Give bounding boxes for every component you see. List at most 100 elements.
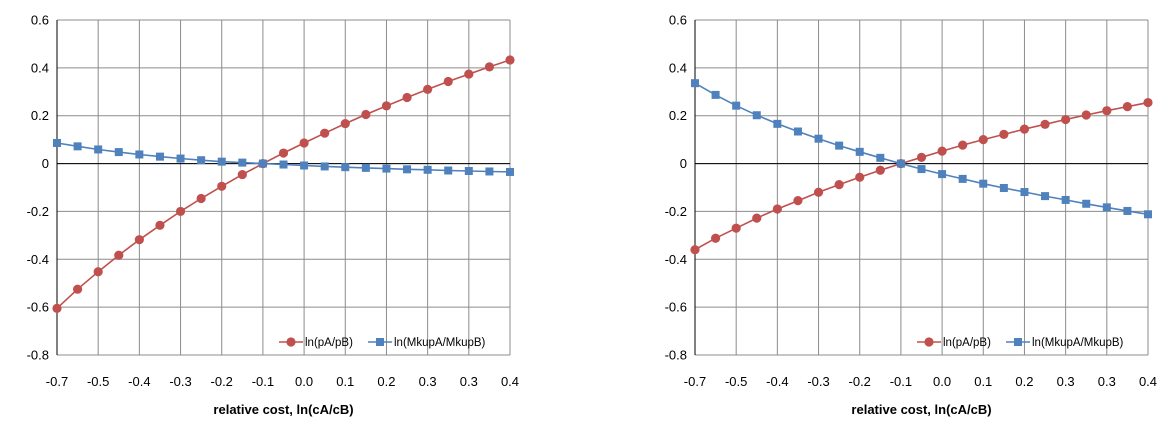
data-point-square bbox=[732, 101, 741, 110]
data-point-circle bbox=[217, 181, 227, 191]
data-point-circle bbox=[855, 172, 865, 182]
data-point-circle bbox=[340, 119, 350, 129]
data-point-square bbox=[773, 119, 782, 128]
data-point-square bbox=[320, 162, 329, 171]
data-point-circle bbox=[999, 129, 1009, 139]
data-point-square bbox=[814, 134, 823, 143]
data-point-square bbox=[876, 153, 885, 162]
y-tick-label: 0.6 bbox=[669, 13, 687, 28]
data-point-square bbox=[73, 142, 82, 151]
y-tick-label: 0.6 bbox=[31, 13, 49, 28]
x-tick-label: 0.0 bbox=[295, 374, 313, 389]
data-point-circle bbox=[52, 303, 62, 313]
data-point-circle bbox=[978, 135, 988, 145]
data-point-circle bbox=[155, 220, 165, 230]
data-point-circle bbox=[1061, 114, 1071, 125]
data-point-circle bbox=[1019, 124, 1030, 134]
data-point-circle bbox=[1122, 102, 1133, 112]
x-tick-label: 0.2 bbox=[377, 374, 395, 389]
data-point-circle bbox=[402, 92, 412, 103]
data-point-circle bbox=[1040, 119, 1050, 129]
y-tick-label: -0.6 bbox=[27, 300, 49, 315]
data-point-circle bbox=[423, 84, 433, 94]
data-point-circle bbox=[114, 250, 124, 260]
data-point-square bbox=[1061, 195, 1070, 204]
x-tick-label: -0.4 bbox=[128, 374, 150, 389]
data-point-square bbox=[279, 160, 288, 169]
data-point-square bbox=[506, 167, 514, 176]
data-point-circle bbox=[484, 62, 495, 72]
data-point-circle bbox=[752, 213, 762, 223]
data-point-circle bbox=[381, 101, 392, 111]
x-tick-label: 0.4 bbox=[501, 374, 519, 389]
y-tick-label: -0.4 bbox=[665, 252, 687, 267]
x-axis-title: relative cost, ln(cA/cB) bbox=[851, 402, 991, 417]
data-point-circle bbox=[278, 148, 289, 158]
data-point-square bbox=[135, 150, 144, 159]
legend-label: ln(MkupA/MkupB) bbox=[394, 337, 486, 349]
y-tick-label: 0.2 bbox=[31, 108, 49, 123]
data-point-circle bbox=[875, 165, 885, 175]
data-point-square bbox=[197, 156, 206, 165]
data-point-square bbox=[1020, 188, 1029, 197]
data-point-square bbox=[979, 179, 988, 188]
y-tick-label: -0.2 bbox=[665, 204, 687, 219]
chart-panel-1: 0.6 0.4 0.2 0 -0.2 -0.4 -0.6 -0.8 -0.7 -0.5 -0.4 -0… bbox=[27, 13, 519, 418]
data-point-square bbox=[711, 90, 720, 99]
y-tick-label: 0.2 bbox=[669, 108, 687, 123]
x-tick-label: -0.2 bbox=[849, 374, 871, 389]
x-tick-label: 0.1 bbox=[974, 374, 992, 389]
data-point-square bbox=[238, 158, 247, 167]
x-tick-label: -0.2 bbox=[211, 374, 233, 389]
series-line-1 bbox=[56, 59, 511, 309]
data-point-circle bbox=[772, 204, 782, 214]
data-point-circle bbox=[710, 233, 721, 243]
data-point-square bbox=[300, 161, 309, 170]
y-tick-label: 0.4 bbox=[669, 60, 687, 75]
data-point-square bbox=[423, 165, 432, 174]
data-point-square bbox=[403, 165, 412, 174]
data-point-circle bbox=[834, 180, 844, 190]
data-point-circle bbox=[464, 69, 474, 79]
data-point-square bbox=[896, 159, 905, 168]
y-tick-label: -0.8 bbox=[27, 348, 49, 363]
x-axis-title: relative cost, ln(cA/cB) bbox=[213, 402, 353, 417]
data-point-square bbox=[835, 141, 844, 150]
data-point-circle bbox=[72, 284, 83, 294]
data-point-square bbox=[691, 79, 699, 88]
x-tick-label: -0.5 bbox=[725, 374, 747, 389]
data-point-circle bbox=[196, 193, 206, 204]
data-point-square bbox=[361, 163, 370, 172]
data-point-circle bbox=[731, 223, 741, 233]
data-point-square bbox=[94, 145, 103, 154]
data-point-circle bbox=[443, 76, 453, 87]
legend-label: ln(MkupA/MkupB) bbox=[1032, 337, 1124, 349]
data-point-circle bbox=[134, 235, 144, 245]
data-point-circle bbox=[175, 206, 186, 217]
data-point-square bbox=[1082, 199, 1091, 208]
y-tick-label: -0.2 bbox=[27, 204, 49, 219]
x-tick-label: 0.0 bbox=[933, 374, 951, 389]
data-point-circle bbox=[93, 267, 103, 277]
data-point-circle bbox=[793, 196, 803, 206]
x-tick-label: 0.3 bbox=[1057, 374, 1075, 389]
data-point-circle bbox=[958, 140, 968, 150]
data-point-square bbox=[341, 163, 350, 172]
series-line-1 bbox=[694, 101, 1149, 251]
data-point-circle bbox=[1081, 110, 1091, 120]
data-point-square bbox=[217, 157, 226, 166]
x-tick-label: -0.7 bbox=[684, 374, 706, 389]
data-point-circle bbox=[1143, 97, 1153, 108]
y-tick-label: 0 bbox=[42, 156, 49, 171]
legend-label: ln(pA/pB) bbox=[305, 337, 353, 349]
x-tick-label: -0.4 bbox=[766, 374, 788, 389]
data-point-square bbox=[793, 127, 802, 136]
x-tick-label: 0.2 bbox=[1015, 374, 1033, 389]
x-tick-label: 0.3 bbox=[419, 374, 437, 389]
data-point-square bbox=[382, 164, 391, 173]
x-tick-label: 0.3 bbox=[1098, 374, 1116, 389]
data-point-circle bbox=[299, 138, 309, 148]
data-point-circle bbox=[916, 152, 927, 162]
y-tick-label: -0.6 bbox=[665, 300, 687, 315]
